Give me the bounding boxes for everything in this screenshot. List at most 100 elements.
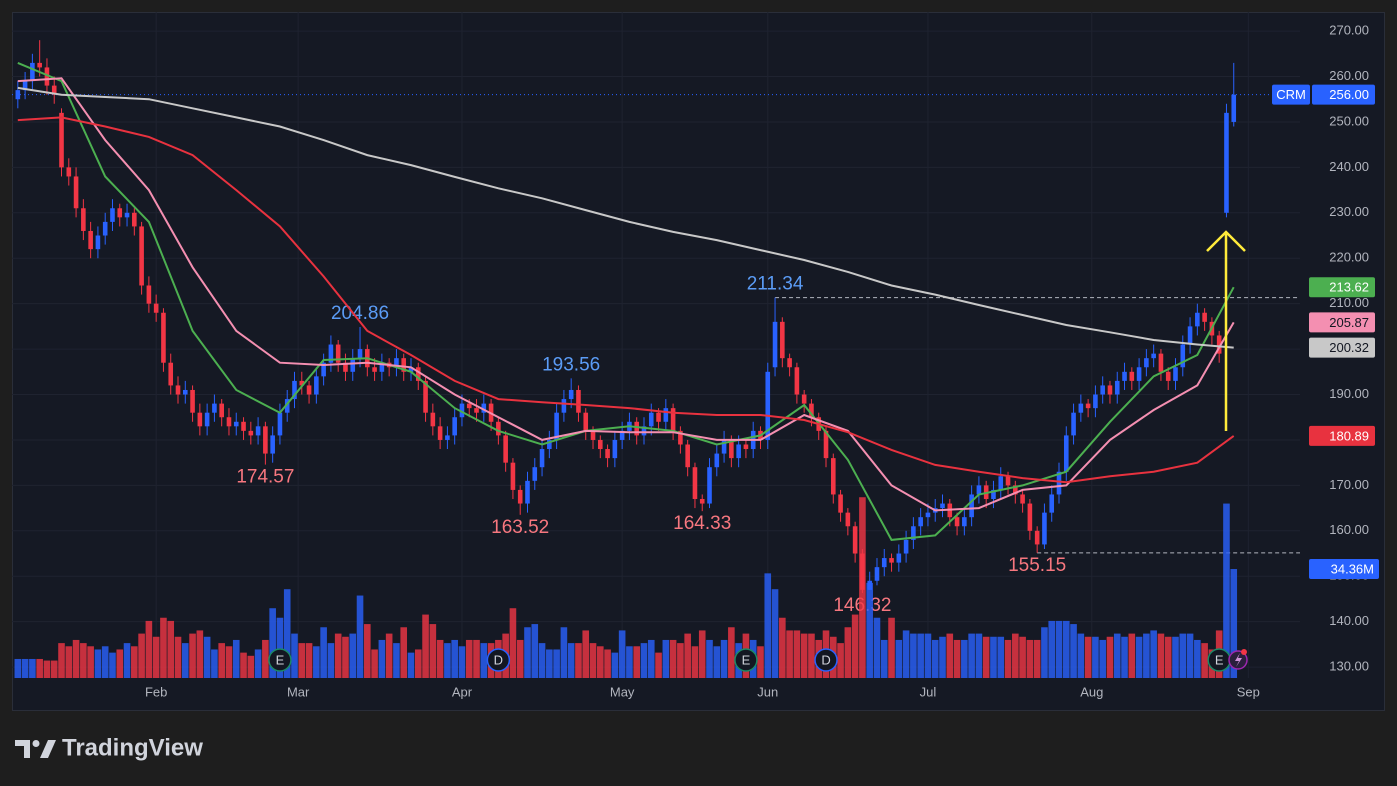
volume-bar [414, 649, 422, 678]
volume-bar [662, 639, 670, 678]
volume-bar [808, 633, 815, 678]
volume-bar [1026, 639, 1034, 678]
ma-price-tag [1309, 312, 1375, 333]
candle-body [663, 408, 669, 422]
volume-bar [931, 639, 939, 678]
candle-body [299, 380, 305, 386]
volume-bar [939, 636, 946, 678]
x-tick-label: Mar [287, 684, 310, 699]
volume-bar [851, 614, 859, 678]
volume-bar [1121, 636, 1128, 678]
candle-body [525, 480, 530, 504]
candle-body [255, 426, 261, 436]
volume-bar [669, 639, 677, 678]
ma-price-tag-label: 205.87 [1329, 315, 1369, 330]
candle-body [510, 462, 516, 490]
candle-body [1216, 335, 1222, 354]
candle-body [168, 362, 174, 386]
y-tick-label: 210.00 [1329, 295, 1369, 310]
candle-body [292, 380, 297, 400]
candle-body [699, 499, 705, 504]
volume-bar [968, 633, 975, 678]
candle-body [845, 512, 851, 527]
volume-bar [728, 627, 735, 678]
volume-bar [582, 630, 590, 678]
candle-body [37, 62, 42, 68]
candle-body [328, 344, 334, 363]
volume-bar [567, 643, 575, 678]
candle-body [830, 458, 836, 495]
annotations: 204.86193.56211.34174.57163.52164.33146.… [236, 274, 1300, 616]
volume-bar [349, 633, 357, 678]
volume-bar [1201, 643, 1208, 678]
volume-bar [291, 633, 298, 678]
logo-text: TradingView [62, 734, 203, 761]
candle-body [852, 526, 858, 554]
candle-body [532, 467, 538, 481]
candle-body [1173, 367, 1178, 381]
moving-average-line [17, 116, 1235, 484]
volume-bar [131, 646, 138, 678]
volume-bar [58, 643, 65, 678]
candle-body [357, 349, 363, 359]
x-tick-label: Jul [920, 684, 937, 699]
candle-body [452, 417, 457, 436]
volume-bar [254, 649, 262, 678]
volume-bar [276, 617, 284, 678]
volume-bar [364, 624, 371, 678]
volume-bar [611, 652, 619, 678]
x-tick-label: Sep [1237, 684, 1260, 699]
candle-body [212, 403, 217, 413]
volume-bar [997, 636, 1005, 678]
candle-body [30, 62, 35, 82]
candle-body [270, 435, 275, 454]
candle-body [809, 403, 814, 418]
candle-body [1129, 371, 1135, 381]
volume-bar [910, 633, 917, 678]
volume-bar [283, 589, 291, 678]
candle-body [1136, 367, 1142, 381]
candle-body [670, 408, 676, 431]
candle-body [284, 399, 290, 413]
candle-body [1202, 312, 1207, 322]
candle-body [1078, 403, 1084, 413]
volume-bar [1048, 620, 1056, 678]
volume-bar [1012, 633, 1019, 678]
event-label: D [821, 652, 830, 667]
candle-body [146, 285, 152, 304]
volume-bar [65, 646, 73, 678]
candle-body [1042, 512, 1047, 545]
volume-bar [43, 660, 51, 678]
candle-body [772, 321, 778, 368]
candle-body [1013, 485, 1018, 495]
volume-bar [626, 646, 633, 678]
volume-bar [152, 636, 160, 678]
candle-body [22, 81, 28, 91]
volume-bar [546, 649, 553, 678]
candle-body [1187, 326, 1193, 345]
candle-body [233, 421, 239, 427]
volume-bar [895, 639, 903, 678]
candle-body [408, 367, 414, 372]
ma-price-tag-label: 180.89 [1329, 428, 1369, 443]
candle-body [248, 430, 254, 436]
icon-dot [1241, 649, 1247, 655]
volume-bar [837, 643, 844, 678]
y-tick-label: 250.00 [1329, 113, 1369, 128]
candle-body [1093, 394, 1098, 409]
candle-body [969, 494, 974, 518]
volume-bar [633, 646, 641, 678]
volume-bar [888, 617, 895, 678]
volume-bar [604, 649, 611, 678]
volume-bar [655, 652, 662, 678]
volume-bar [465, 639, 473, 678]
volume-bar [94, 649, 102, 678]
candle-body [568, 389, 574, 400]
candle-body [423, 380, 428, 413]
candle-body [867, 580, 872, 590]
volume-bar [429, 624, 437, 678]
volume-bar [713, 646, 721, 678]
candle-body [998, 476, 1004, 490]
candle-body [794, 367, 800, 395]
candle-body [73, 176, 79, 209]
